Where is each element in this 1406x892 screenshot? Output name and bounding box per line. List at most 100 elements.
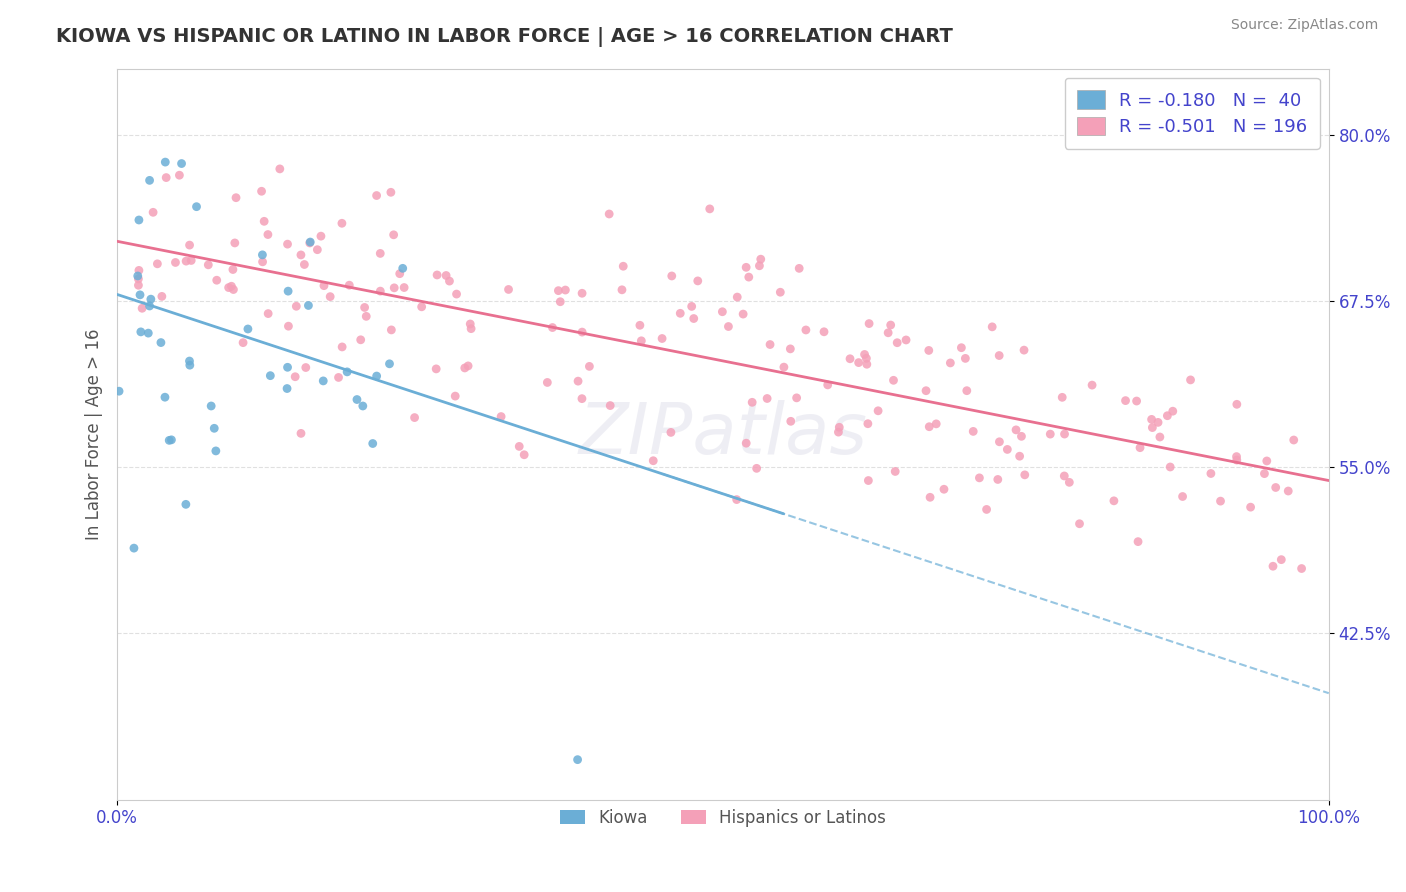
Point (571, 325, 593, 339)
Point (392, 280, 415, 294)
Point (981, 319, 1004, 334)
Point (457, 359, 479, 373)
Point (174, 254, 197, 268)
Point (257, 227, 280, 242)
Text: KIOWA VS HISPANIC OR LATINO IN LABOR FORCE | AGE > 16 CORRELATION CHART: KIOWA VS HISPANIC OR LATINO IN LABOR FOR… (56, 27, 953, 46)
Point (460, 321, 482, 335)
Point (312, 374, 335, 388)
Point (1125, 394, 1147, 409)
Point (277, 237, 299, 252)
Point (139, 292, 162, 306)
Point (1012, 343, 1035, 358)
Point (382, 227, 405, 242)
Point (346, 392, 368, 407)
Point (128, 213, 150, 227)
Point (749, 252, 772, 267)
Point (179, 354, 201, 368)
Point (1225, 450, 1247, 464)
Point (828, 420, 851, 434)
Point (955, 351, 977, 366)
Point (146, 257, 169, 271)
Point (202, 421, 225, 435)
Point (759, 337, 782, 351)
Point (380, 323, 402, 337)
Point (571, 392, 593, 406)
Point (1226, 453, 1249, 467)
Point (1161, 404, 1184, 418)
Point (330, 216, 353, 230)
Point (738, 270, 761, 285)
Point (336, 365, 359, 379)
Point (222, 262, 245, 277)
Point (290, 426, 312, 441)
Point (170, 156, 193, 170)
Point (319, 290, 342, 304)
Point (382, 281, 405, 295)
Point (661, 268, 683, 283)
Point (328, 370, 350, 384)
Point (127, 268, 149, 283)
Point (1256, 454, 1278, 468)
Point (446, 287, 468, 301)
Point (361, 436, 384, 450)
Point (232, 335, 254, 350)
Point (197, 258, 219, 272)
Point (388, 267, 411, 281)
Point (773, 360, 796, 375)
Point (205, 273, 228, 287)
Point (128, 263, 150, 277)
Y-axis label: In Labor Force | Age > 16: In Labor Force | Age > 16 (86, 328, 103, 540)
Point (988, 434, 1011, 449)
Point (149, 335, 172, 350)
Point (598, 207, 620, 221)
Point (222, 283, 245, 297)
Text: Source: ZipAtlas.com: Source: ZipAtlas.com (1230, 18, 1378, 32)
Point (612, 259, 634, 273)
Point (290, 248, 312, 262)
Point (404, 410, 426, 425)
Point (1008, 449, 1031, 463)
Point (1059, 475, 1081, 490)
Point (269, 161, 291, 176)
Point (257, 307, 280, 321)
Point (129, 325, 152, 339)
Point (312, 278, 335, 293)
Point (370, 284, 392, 298)
Point (138, 299, 160, 313)
Point (932, 482, 955, 496)
Point (250, 184, 273, 198)
Point (378, 357, 401, 371)
Point (224, 235, 246, 250)
Point (439, 274, 461, 288)
Point (856, 417, 879, 431)
Point (735, 260, 758, 275)
Point (853, 347, 876, 361)
Point (458, 317, 481, 331)
Point (155, 170, 177, 185)
Point (1142, 420, 1164, 434)
Point (855, 351, 877, 366)
Point (1226, 397, 1249, 411)
Point (779, 414, 801, 428)
Point (1126, 534, 1149, 549)
Point (1261, 559, 1284, 574)
Point (122, 541, 145, 555)
Point (813, 325, 835, 339)
Point (179, 238, 201, 252)
Point (444, 389, 467, 403)
Point (200, 399, 222, 413)
Point (681, 300, 703, 314)
Point (735, 436, 758, 450)
Point (599, 399, 621, 413)
Point (127, 272, 149, 286)
Point (236, 322, 259, 336)
Point (1014, 467, 1036, 482)
Point (1115, 393, 1137, 408)
Point (686, 274, 709, 288)
Point (160, 433, 183, 447)
Point (969, 471, 991, 485)
Point (1171, 490, 1194, 504)
Point (1081, 378, 1104, 392)
Point (748, 259, 770, 273)
Point (434, 268, 457, 283)
